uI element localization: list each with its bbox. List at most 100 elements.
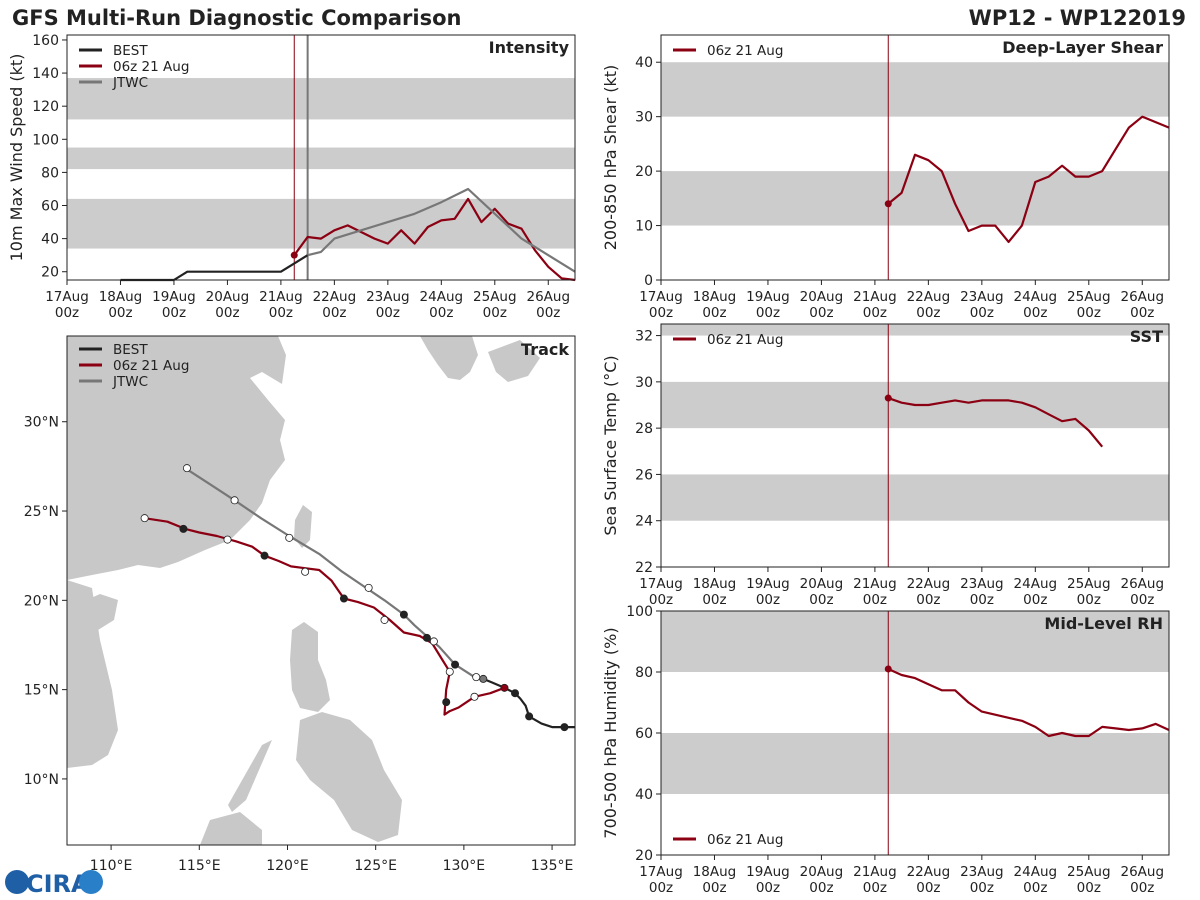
y-tick-label: 32 <box>635 329 653 345</box>
track-marker-jtwc-6 <box>285 533 294 542</box>
x-tick-label-hour: 00z <box>483 305 507 321</box>
track-marker-best-2 <box>511 689 520 698</box>
x-tick-label-hour: 00z <box>429 305 453 321</box>
x-tick-label-day: 25Aug <box>1067 289 1111 305</box>
x-tick-label-day: 22Aug <box>907 864 951 880</box>
y-tick-label: 140 <box>32 66 59 82</box>
x-tick-label-hour: 00z <box>970 880 994 896</box>
y-tick-label: 100 <box>32 132 59 148</box>
y-tick-label: 80 <box>635 665 653 681</box>
track-marker-run-6 <box>339 594 348 603</box>
x-tick-label-hour: 00z <box>916 305 940 321</box>
x-tick-label-hour: 00z <box>1130 880 1154 896</box>
y-axis-label: 200-850 hPa Shear (kt) <box>601 65 620 251</box>
x-tick-label-hour: 00z <box>376 305 400 321</box>
x-tick-label-hour: 00z <box>916 592 940 608</box>
x-tick-label-day: 25Aug <box>473 289 517 305</box>
x-tick-label-hour: 00z <box>1023 592 1047 608</box>
plot-frame <box>66 34 576 281</box>
x-tick-label-day: 21Aug <box>853 576 897 592</box>
track-marker-jtwc-3 <box>429 637 438 646</box>
track-marker-run-0 <box>500 683 509 692</box>
x-tick-label-hour: 00z <box>536 305 560 321</box>
intensity-panel: 2040608010012014016017Aug00z18Aug00z19Au… <box>7 33 576 321</box>
series-line-run <box>887 115 1170 243</box>
x-tick-label-hour: 00z <box>702 880 726 896</box>
panel-title: Intensity <box>489 38 570 57</box>
track-marker-jtwc-2 <box>451 660 460 669</box>
lon-tick-label: 110°E <box>90 858 133 874</box>
land-visayas-mindanao <box>296 712 402 842</box>
x-tick-label-hour: 00z <box>215 305 239 321</box>
rh-panel: 2040608010017Aug00z18Aug00z19Aug00z20Aug… <box>601 604 1170 896</box>
x-tick-label-day: 18Aug <box>693 576 737 592</box>
sst-panel: 22242628303217Aug00z18Aug00z19Aug00z20Au… <box>601 323 1170 608</box>
shear-panel: 01020304017Aug00z18Aug00z19Aug00z20Aug00… <box>601 34 1170 321</box>
cira-logo: CIRA <box>5 870 103 898</box>
x-tick-label-day: 25Aug <box>1067 576 1111 592</box>
x-tick-label-day: 22Aug <box>907 576 951 592</box>
lon-tick-label: 125°E <box>354 858 397 874</box>
lon-tick-label: 135°E <box>531 858 574 874</box>
y-tick-label: 10 <box>635 219 653 235</box>
x-tick-label-day: 24Aug <box>1014 864 1058 880</box>
lat-tick-label: 10°N <box>24 772 59 788</box>
x-tick-label-day: 26Aug <box>1120 289 1164 305</box>
legend-label-run: 06z 21 Aug <box>707 43 783 59</box>
track-marker-run-4 <box>422 633 431 642</box>
lat-tick-label: 15°N <box>24 683 59 699</box>
init-marker <box>884 394 892 402</box>
y-tick-label: 120 <box>32 99 59 115</box>
logo-wave <box>79 870 103 894</box>
x-tick-label-hour: 00z <box>1023 880 1047 896</box>
x-tick-label-hour: 00z <box>1130 305 1154 321</box>
band-1 <box>67 147 575 170</box>
x-tick-label-hour: 00z <box>916 880 940 896</box>
x-tick-label-day: 23Aug <box>960 864 1004 880</box>
storm-id: WP12 - WP122019 <box>969 6 1186 30</box>
track-marker-jtwc-7 <box>230 496 239 505</box>
legend-label-jtwc: JTWC <box>112 374 148 390</box>
x-tick-label-day: 19Aug <box>746 576 790 592</box>
x-tick-label-day: 20Aug <box>800 576 844 592</box>
track-marker-run-9 <box>223 535 232 544</box>
y-tick-label: 160 <box>32 33 59 49</box>
panel-title: SST <box>1130 327 1163 346</box>
panel-title: Mid-Level RH <box>1044 614 1163 633</box>
track-marker-jtwc-1 <box>472 673 481 682</box>
legend-label-run: 06z 21 Aug <box>707 332 783 348</box>
legend-label-run: 06z 21 Aug <box>113 59 189 75</box>
x-tick-label-hour: 00z <box>55 305 79 321</box>
y-tick-label: 22 <box>635 560 653 576</box>
x-tick-label-hour: 00z <box>809 592 833 608</box>
x-tick-label-day: 17Aug <box>639 289 683 305</box>
track-line-best <box>482 677 575 729</box>
track-marker-run-8 <box>260 551 269 560</box>
x-tick-label-day: 24Aug <box>420 289 464 305</box>
panel-title: Deep-Layer Shear <box>1002 38 1163 57</box>
track-marker-run-3 <box>445 667 454 676</box>
x-tick-label-day: 21Aug <box>853 289 897 305</box>
x-tick-label-day: 22Aug <box>313 289 357 305</box>
x-tick-label-day: 21Aug <box>853 864 897 880</box>
x-tick-label-day: 20Aug <box>800 289 844 305</box>
band-2 <box>67 78 575 120</box>
x-tick-label-hour: 00z <box>863 305 887 321</box>
x-tick-label-hour: 00z <box>970 305 994 321</box>
land-indochina <box>67 580 118 768</box>
y-tick-label: 80 <box>41 165 59 181</box>
plot-frame <box>660 34 1170 281</box>
x-tick-label-day: 26Aug <box>1120 864 1164 880</box>
x-tick-label-hour: 00z <box>1077 880 1101 896</box>
x-tick-label-hour: 00z <box>756 592 780 608</box>
x-tick-label-hour: 00z <box>702 592 726 608</box>
y-tick-label: 24 <box>635 514 653 530</box>
x-tick-label-day: 17Aug <box>639 576 683 592</box>
y-tick-label: 20 <box>635 164 653 180</box>
x-tick-label-day: 26Aug <box>1120 576 1164 592</box>
x-tick-label-day: 17Aug <box>639 864 683 880</box>
y-tick-label: 60 <box>635 726 653 742</box>
lon-tick-label: 130°E <box>443 858 486 874</box>
panel-title: Track <box>521 340 569 359</box>
